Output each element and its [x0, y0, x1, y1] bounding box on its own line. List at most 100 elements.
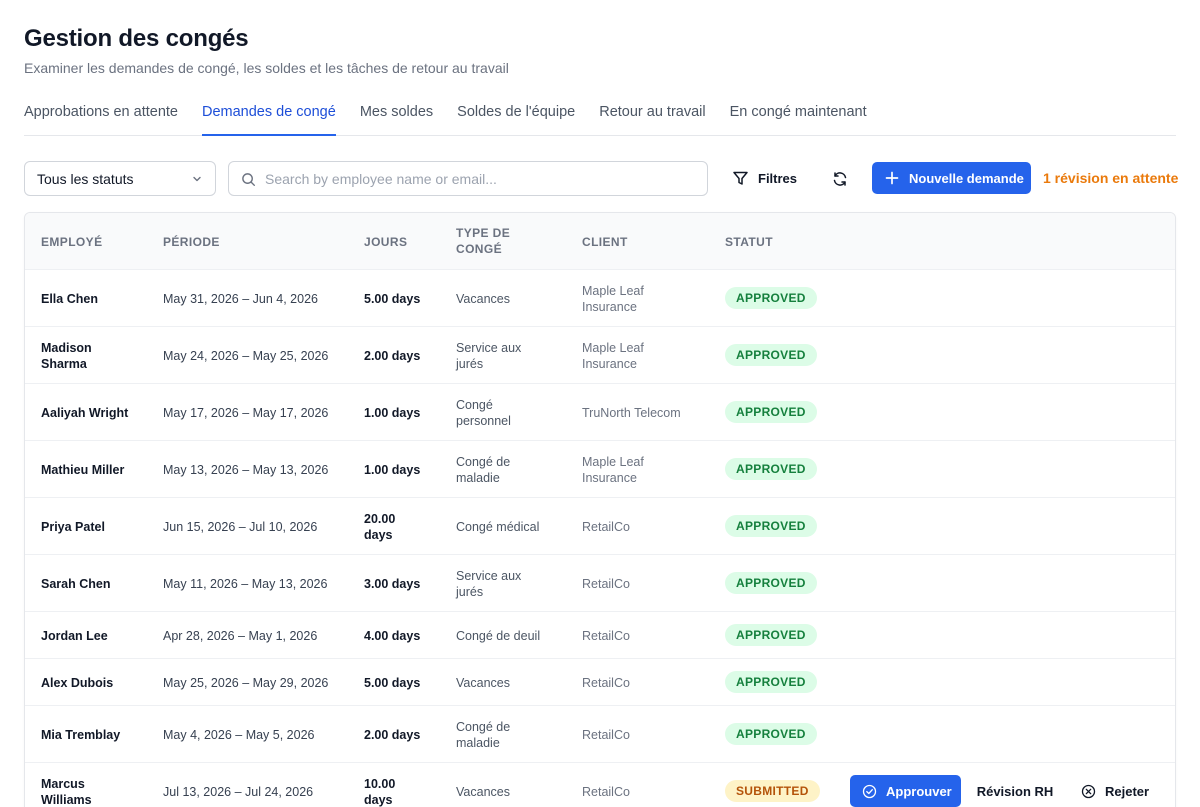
employee-name: Alex Dubois	[41, 676, 114, 690]
client-name: RetailCo	[582, 785, 630, 799]
status-badge: APPROVED	[725, 401, 817, 423]
employee-name: Ella Chen	[41, 292, 98, 306]
approve-label: Approuver	[886, 783, 952, 799]
column-header-employee[interactable]: EMPLOYÉ	[41, 235, 103, 249]
client-name: RetailCo	[582, 577, 630, 591]
leave-period: May 13, 2026 – May 13, 2026	[163, 463, 329, 477]
leave-days: 1.00 days	[364, 463, 421, 477]
leave-type: Vacances	[456, 292, 510, 306]
status-badge: APPROVED	[725, 624, 817, 646]
status-badge: SUBMITTED	[725, 780, 820, 802]
column-header-period[interactable]: PÉRIODE	[163, 235, 220, 249]
reject-button[interactable]: Rejeter	[1075, 775, 1155, 807]
table-row[interactable]: Ella Chen May 31, 2026 – Jun 4, 2026 5.0…	[25, 270, 1175, 327]
leave-type: Congé personnel	[456, 398, 511, 428]
leave-period: May 11, 2026 – May 13, 2026	[163, 577, 328, 591]
new-request-label: Nouvelle demande	[909, 170, 1024, 186]
table-row[interactable]: Sarah Chen May 11, 2026 – May 13, 2026 3…	[25, 555, 1175, 612]
employee-name: Jordan Lee	[41, 629, 108, 643]
table-row[interactable]: Priya Patel Jun 15, 2026 – Jul 10, 2026 …	[25, 498, 1175, 555]
status-badge: APPROVED	[725, 723, 817, 745]
leave-days: 2.00 days	[364, 349, 421, 363]
client-name: RetailCo	[582, 676, 630, 690]
column-header-days[interactable]: JOURS	[364, 235, 408, 249]
leave-type: Vacances	[456, 785, 510, 799]
employee-name: Priya Patel	[41, 520, 105, 534]
client-name: Maple Leaf Insurance	[582, 341, 644, 371]
client-name: RetailCo	[582, 629, 630, 643]
leave-days: 2.00 days	[364, 728, 421, 742]
x-circle-icon	[1081, 784, 1096, 798]
table-row[interactable]: Madison Sharma May 24, 2026 – May 25, 20…	[25, 327, 1175, 384]
table-row[interactable]: Aaliyah Wright May 17, 2026 – May 17, 20…	[25, 384, 1175, 441]
leave-period: May 25, 2026 – May 29, 2026	[163, 676, 329, 690]
leave-type: Congé médical	[456, 520, 540, 534]
tab-on-leave-now[interactable]: En congé maintenant	[729, 104, 867, 120]
refresh-button[interactable]	[822, 161, 857, 196]
tab-return-to-work[interactable]: Retour au travail	[599, 104, 706, 120]
client-name: Maple Leaf Insurance	[582, 455, 644, 485]
leave-period: Jun 15, 2026 – Jul 10, 2026	[163, 520, 318, 534]
leave-days: 5.00 days	[364, 292, 421, 306]
status-filter-select[interactable]: Tous les statuts	[24, 161, 216, 196]
employee-name: Madison Sharma	[41, 341, 92, 371]
status-badge: APPROVED	[725, 515, 817, 537]
table-row[interactable]: Jordan Lee Apr 28, 2026 – May 1, 2026 4.…	[25, 612, 1175, 659]
status-badge: APPROVED	[725, 572, 817, 594]
leave-period: May 24, 2026 – May 25, 2026	[163, 349, 329, 363]
leave-type: Service aux jurés	[456, 341, 522, 371]
chevron-down-icon	[193, 176, 201, 182]
leave-days: 3.00 days	[364, 577, 421, 591]
pending-review-link[interactable]: 1 révision en attente	[1043, 170, 1179, 186]
tab-leave-requests[interactable]: Demandes de congé	[201, 100, 336, 136]
leave-type: Congé de maladie	[456, 455, 511, 485]
check-circle-icon	[862, 784, 877, 798]
page-title: Gestion des congés	[24, 25, 249, 52]
new-request-button[interactable]: Nouvelle demande	[872, 162, 1031, 194]
search-box	[228, 161, 708, 196]
tab-bar: Approbations en attente Demandes de cong…	[24, 100, 1176, 136]
tab-my-balances[interactable]: Mes soldes	[359, 104, 434, 120]
search-icon	[242, 173, 256, 187]
leave-period: May 17, 2026 – May 17, 2026	[163, 406, 329, 420]
filters-button[interactable]: Filtres	[722, 161, 807, 196]
leave-period: Jul 13, 2026 – Jul 24, 2026	[163, 785, 314, 799]
leave-days: 1.00 days	[364, 406, 421, 420]
hr-review-button[interactable]: Révision RH	[976, 783, 1054, 799]
table-row[interactable]: Mathieu Miller May 13, 2026 – May 13, 20…	[25, 441, 1175, 498]
table-row[interactable]: Mia Tremblay May 4, 2026 – May 5, 2026 2…	[25, 706, 1175, 763]
employee-name: Marcus Williams	[41, 777, 92, 807]
leave-period: Apr 28, 2026 – May 1, 2026	[163, 629, 318, 643]
leave-days: 20.00 days	[364, 512, 396, 542]
leave-type: Congé de maladie	[456, 720, 511, 750]
column-header-status[interactable]: STATUT	[725, 235, 773, 249]
reject-label: Rejeter	[1105, 783, 1150, 799]
leave-days: 5.00 days	[364, 676, 421, 690]
search-input[interactable]	[265, 163, 695, 194]
leave-type: Service aux jurés	[456, 569, 522, 599]
leave-type: Vacances	[456, 676, 510, 690]
approve-button[interactable]: Approuver	[850, 775, 961, 807]
client-name: TruNorth Telecom	[582, 406, 681, 420]
leave-period: May 31, 2026 – Jun 4, 2026	[163, 292, 318, 306]
status-badge: APPROVED	[725, 344, 817, 366]
client-name: Maple Leaf Insurance	[582, 284, 644, 314]
employee-name: Sarah Chen	[41, 577, 111, 591]
filters-label: Filtres	[758, 171, 798, 186]
page-subtitle: Examiner les demandes de congé, les sold…	[24, 60, 509, 76]
leave-type: Congé de deuil	[456, 629, 541, 643]
table-row[interactable]: Alex Dubois May 25, 2026 – May 29, 2026 …	[25, 659, 1175, 706]
leave-requests-table: EMPLOYÉ PÉRIODE JOURS TYPE DE CONGÉ CLIE…	[24, 212, 1176, 807]
employee-name: Aaliyah Wright	[41, 406, 129, 420]
tab-team-balances[interactable]: Soldes de l'équipe	[457, 104, 576, 120]
status-badge: APPROVED	[725, 458, 817, 480]
column-header-leave-type[interactable]: TYPE DE CONGÉ	[456, 226, 511, 256]
column-header-client[interactable]: CLIENT	[582, 235, 628, 249]
status-badge: APPROVED	[725, 671, 817, 693]
employee-name: Mathieu Miller	[41, 463, 125, 477]
status-select-value: Tous les statuts	[37, 170, 134, 187]
employee-name: Mia Tremblay	[41, 728, 121, 742]
tab-pending-approvals[interactable]: Approbations en attente	[24, 104, 178, 120]
client-name: RetailCo	[582, 520, 630, 534]
table-row[interactable]: Marcus Williams Jul 13, 2026 – Jul 24, 2…	[25, 763, 1175, 807]
